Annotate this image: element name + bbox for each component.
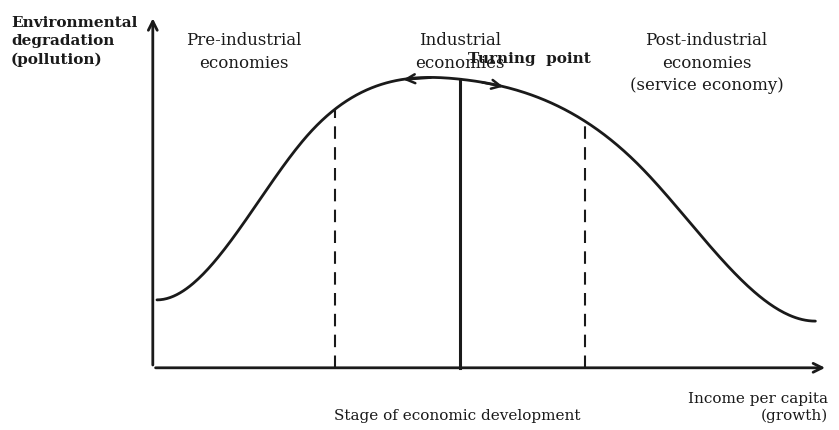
Text: Industrial
economies: Industrial economies <box>415 33 504 72</box>
Text: Environmental
degradation
(pollution): Environmental degradation (pollution) <box>11 15 138 67</box>
Text: Turning  point: Turning point <box>468 52 591 67</box>
Text: Income per capita
(growth): Income per capita (growth) <box>688 392 828 423</box>
Text: Stage of economic development: Stage of economic development <box>334 409 581 423</box>
Text: Pre-industrial
economies: Pre-industrial economies <box>186 33 301 72</box>
Text: Post-industrial
economies
(service economy): Post-industrial economies (service econo… <box>629 33 784 94</box>
